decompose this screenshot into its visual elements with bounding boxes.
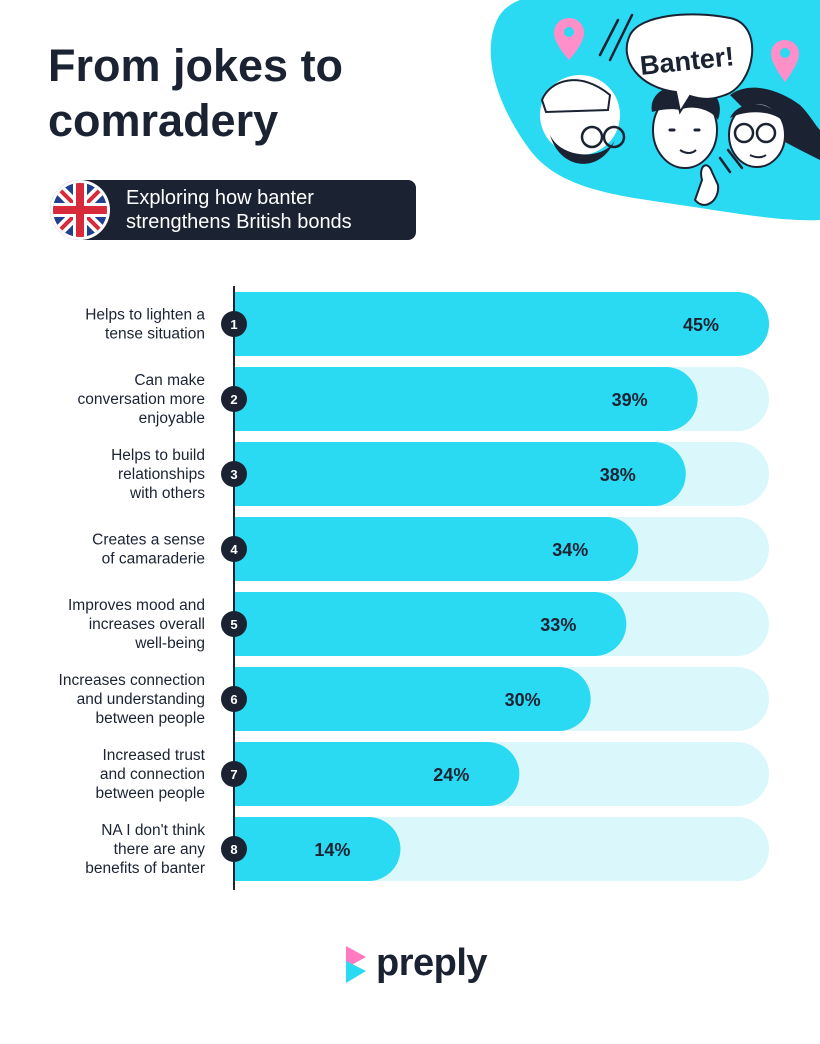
speech-bubble-icon bbox=[625, 13, 754, 115]
banter-illustration: Banter! bbox=[490, 0, 820, 221]
bar bbox=[234, 817, 401, 881]
bar bbox=[234, 667, 591, 731]
bar-value-label: 39% bbox=[612, 390, 648, 410]
page-title: From jokes to comradery bbox=[48, 40, 344, 146]
bar bbox=[234, 292, 769, 356]
location-pin-icon bbox=[554, 18, 584, 60]
bar bbox=[234, 592, 627, 656]
category-label: Helps to lighten a tense situation bbox=[85, 307, 205, 343]
category-label: Increased trust and connection between peo… bbox=[96, 747, 206, 802]
rank-marker bbox=[221, 311, 247, 337]
category-label: Helps to build relationships with others bbox=[111, 447, 205, 502]
rank-marker bbox=[221, 836, 247, 862]
category-label: Increases connection and understanding bet… bbox=[59, 672, 205, 727]
category-label: NA I don't think there are any benefits of… bbox=[85, 822, 205, 877]
bar-value-label: 14% bbox=[314, 840, 350, 860]
brand-name: preply bbox=[376, 942, 488, 984]
bar bbox=[234, 367, 698, 431]
uk-flag-icon bbox=[50, 180, 110, 240]
rank-number: 4 bbox=[230, 542, 238, 557]
rank-number: 1 bbox=[230, 317, 237, 332]
preply-logo-icon bbox=[346, 946, 366, 983]
preply-logo: preply bbox=[342, 940, 492, 990]
rank-marker bbox=[221, 461, 247, 487]
bar bbox=[234, 742, 520, 806]
rank-number: 8 bbox=[230, 842, 237, 857]
rank-marker bbox=[221, 761, 247, 787]
category-label: Creates a sense of camaraderie bbox=[92, 532, 205, 568]
rank-number: 7 bbox=[230, 767, 237, 782]
rank-marker bbox=[221, 611, 247, 637]
location-pin-icon bbox=[771, 40, 799, 82]
bar bbox=[234, 517, 639, 581]
category-label: Can make conversation more enjoyable bbox=[77, 372, 205, 427]
bar-value-label: 38% bbox=[600, 465, 636, 485]
bar-value-label: 30% bbox=[505, 690, 541, 710]
page-subtitle: Exploring how banter strengthens British… bbox=[126, 187, 352, 233]
bar-value-label: 34% bbox=[552, 540, 588, 560]
bar-value-label: 24% bbox=[433, 765, 469, 785]
rank-number: 3 bbox=[230, 467, 237, 482]
rank-number: 2 bbox=[230, 392, 237, 407]
rank-number: 6 bbox=[230, 692, 237, 707]
rank-number: 5 bbox=[230, 617, 237, 632]
bar-value-label: 33% bbox=[540, 615, 576, 635]
category-label: Improves mood and increases overall well-b… bbox=[68, 597, 205, 652]
subtitle-banner: Exploring how banter strengthens British… bbox=[50, 180, 416, 240]
bar bbox=[234, 442, 686, 506]
rank-marker bbox=[221, 686, 247, 712]
rank-marker bbox=[221, 536, 247, 562]
benefits-bar-chart: 45% 39% 38% 34% 33% 30% 24% 14% 1 2 3 4 5 6 7 8 Helps … bbox=[59, 286, 769, 890]
bar-value-label: 45% bbox=[683, 315, 719, 335]
rank-marker bbox=[221, 386, 247, 412]
